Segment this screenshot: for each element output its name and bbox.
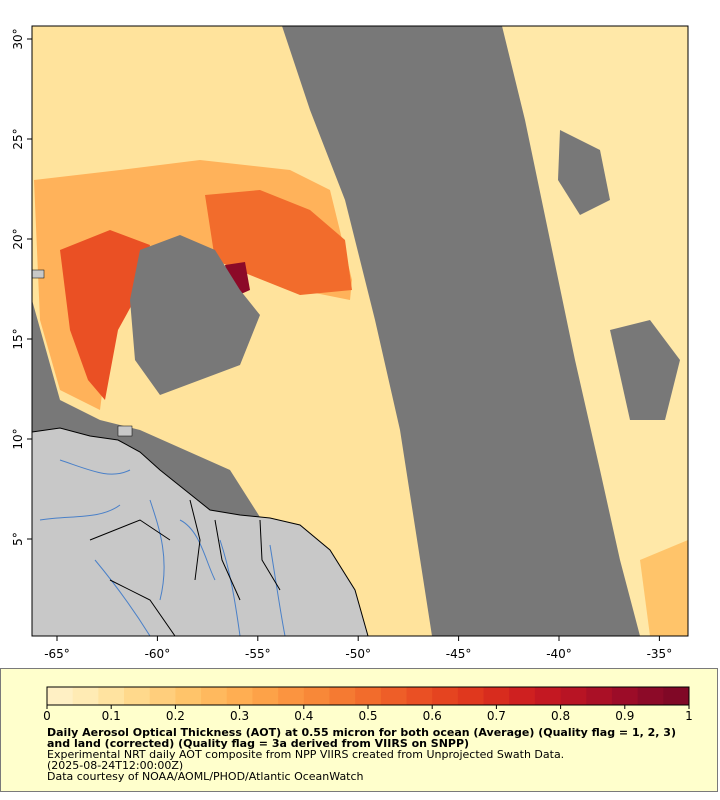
lat-tick-label: 5° <box>11 532 25 546</box>
colorbar-cell <box>432 687 459 705</box>
country-borders <box>89 499 281 637</box>
lat-tick-label: 10° <box>11 428 25 449</box>
colorbar-cell <box>560 687 587 705</box>
aerosol-swath-east <box>502 26 688 636</box>
colorbar-cell <box>175 687 202 705</box>
colorbar-cell <box>72 687 99 705</box>
colorbar: 0 0.1 0.2 0.3 0.4 0.5 0.6 0.7 0.8 0.9 1 <box>43 686 693 723</box>
colorbar-cell <box>534 687 562 705</box>
colorbar-cell <box>278 687 305 705</box>
lon-tick-label: -45° <box>446 647 472 661</box>
colorbar-tick-label: 0.8 <box>551 709 570 723</box>
no-data-gap-east-2 <box>610 320 680 420</box>
colorbar-cell <box>124 687 151 705</box>
aerosol-plume-red-west <box>60 230 150 400</box>
colorbar-cell <box>637 687 664 705</box>
longitude-axis: -65° -60° -55° -50° -45° -40° -35° <box>44 636 672 661</box>
legend-title: Daily Aerosol Optical Thickness (AOT) at… <box>47 726 676 750</box>
lon-tick-label: -55° <box>245 647 271 661</box>
lon-tick-label: -60° <box>145 647 171 661</box>
colorbar-cell <box>329 687 356 705</box>
colorbar-cell <box>201 687 228 705</box>
colorbar-tick-label: 0.4 <box>294 709 313 723</box>
legend-text: Daily Aerosol Optical Thickness (AOT) at… <box>47 727 687 782</box>
aerosol-east-orange <box>640 540 688 636</box>
lat-tick-label: 20° <box>11 228 25 249</box>
colorbar-cell <box>457 687 485 705</box>
colorbar-cell <box>149 687 176 705</box>
no-data-gap-east <box>558 130 610 215</box>
colorbar-tick-label: 0.1 <box>102 709 121 723</box>
lat-tick-label: 15° <box>11 328 25 349</box>
lon-tick-label: -50° <box>345 647 371 661</box>
legend-panel: 0 0.1 0.2 0.3 0.4 0.5 0.6 0.7 0.8 0.9 1 Daily Aero… <box>0 668 718 792</box>
colorbar-cell <box>226 687 253 705</box>
colorbar-cell <box>380 687 408 705</box>
colorbar-tick-label: 0.2 <box>166 709 185 723</box>
island <box>117 425 133 437</box>
lon-tick-label: -35° <box>647 647 673 661</box>
legend-credit: Data courtesy of NOAA/AOML/PHOD/Atlantic… <box>47 770 364 783</box>
colorbar-cell <box>252 687 279 705</box>
rivers <box>39 459 286 637</box>
colorbar-cell <box>355 687 382 705</box>
colorbar-tick-label: 0.9 <box>615 709 634 723</box>
colorbar-cell <box>586 687 613 705</box>
aot-map: -65° -60° -55° -50° -45° -40° -35° 30° 25° 20° 15… <box>11 25 689 661</box>
colorbar-cell <box>483 687 510 705</box>
legend-description: Experimental NRT daily AOT composite fro… <box>47 748 565 761</box>
no-data-gap <box>130 235 260 395</box>
lat-tick-label: 30° <box>11 28 25 49</box>
colorbar-cell <box>663 687 690 705</box>
island <box>31 269 45 279</box>
colorbar-tick-label: 0 <box>43 709 51 723</box>
colorbar-cell <box>47 687 74 705</box>
colorbar-cell <box>509 687 536 705</box>
colorbar-tick-label: 0.3 <box>230 709 249 723</box>
colorbar-cell <box>406 687 433 705</box>
map-frame <box>31 25 689 637</box>
lon-tick-label: -40° <box>546 647 572 661</box>
colorbar-tick-label: 0.6 <box>423 709 442 723</box>
land-south-america <box>31 427 369 637</box>
colorbar-cell <box>303 687 330 705</box>
colorbar-cell <box>611 687 639 705</box>
lat-tick-label: 25° <box>11 128 25 149</box>
lon-tick-label: -65° <box>44 647 70 661</box>
colorbar-tick-label: 0.7 <box>487 709 506 723</box>
colorbar-cell <box>98 687 125 705</box>
colorbar-tick-label: 0.5 <box>358 709 377 723</box>
colorbar-tick-label: 1 <box>685 709 693 723</box>
latitude-axis: 30° 25° 20° 15° 10° 5° <box>11 28 32 546</box>
legend-date: (2025-08-24T12:00:00Z) <box>47 759 184 772</box>
